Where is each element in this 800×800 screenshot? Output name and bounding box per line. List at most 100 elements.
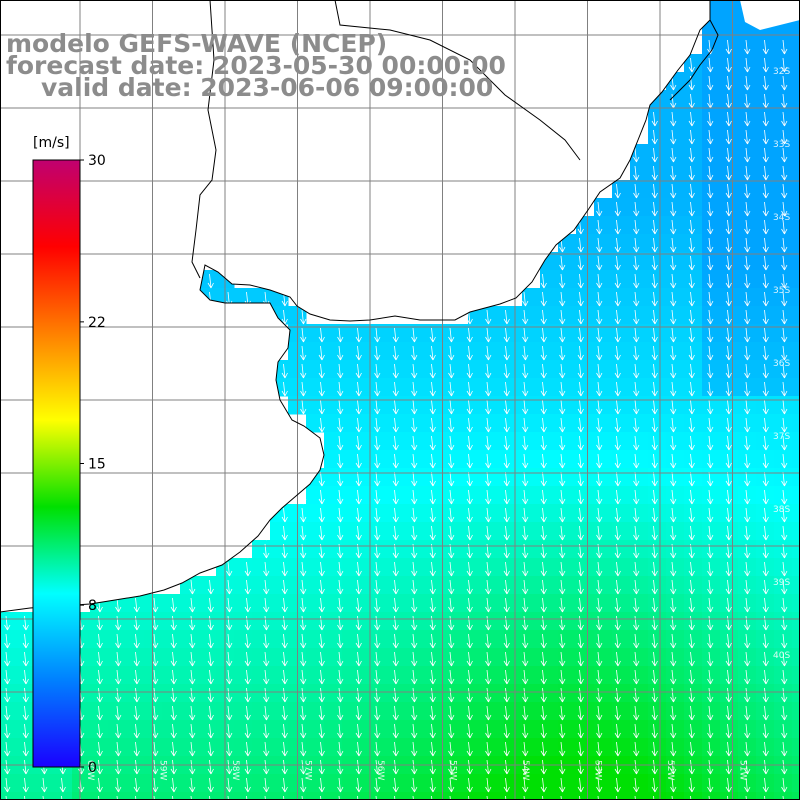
wind-arrow	[577, 723, 584, 739]
land-corner	[740, 0, 800, 30]
field-cell	[432, 594, 451, 613]
wind-arrow	[170, 651, 177, 667]
wind-arrow	[466, 561, 473, 577]
wind-arrow	[466, 777, 473, 793]
field-cell	[378, 702, 397, 721]
wind-arrow	[392, 615, 399, 631]
field-cell	[486, 792, 505, 800]
field-cell	[648, 648, 667, 667]
field-cell	[648, 198, 667, 217]
wind-arrow	[781, 363, 788, 379]
wind-arrow	[411, 669, 418, 685]
field-cell	[360, 324, 379, 343]
wind-arrow	[725, 345, 732, 361]
field-cell	[666, 144, 685, 163]
wind-arrow	[374, 345, 381, 361]
wind-arrow	[781, 633, 788, 649]
field-cell	[360, 684, 379, 703]
wind-arrow	[300, 327, 307, 343]
wind-arrow	[503, 669, 510, 685]
wind-arrow	[577, 669, 584, 685]
wind-arrow	[207, 687, 214, 703]
field-cell	[666, 558, 685, 577]
wind-arrow	[559, 417, 566, 433]
field-cell	[576, 270, 595, 289]
wind-arrow	[577, 453, 584, 469]
wind-arrow	[411, 489, 418, 505]
field-cell	[360, 792, 379, 800]
wind-arrow	[448, 327, 455, 343]
wind-arrow	[318, 525, 325, 541]
wind-arrow	[651, 399, 658, 415]
field-cell	[432, 648, 451, 667]
wind-arrow	[466, 687, 473, 703]
field-cell	[702, 738, 721, 757]
field-cell	[180, 612, 199, 631]
field-cell	[486, 576, 505, 595]
field-cell	[648, 144, 667, 163]
field-cell	[648, 252, 667, 271]
wind-arrow	[374, 759, 381, 775]
field-cell	[612, 396, 631, 415]
wind-arrow	[337, 579, 344, 595]
wind-arrow	[374, 435, 381, 451]
wind-arrow	[226, 777, 233, 793]
wind-arrow	[226, 561, 233, 577]
field-cell	[576, 540, 595, 559]
wind-arrow	[707, 759, 714, 775]
land	[0, 0, 710, 612]
wind-arrow	[22, 705, 29, 721]
wind-arrow	[522, 291, 529, 307]
field-cell	[684, 738, 703, 757]
wind-arrow	[596, 453, 603, 469]
wind-arrow	[744, 291, 751, 307]
field-cell	[450, 522, 469, 541]
field-cell	[126, 594, 145, 613]
field-cell	[630, 630, 649, 649]
field-cell	[144, 666, 163, 685]
field-cell	[702, 414, 721, 433]
field-cell	[360, 666, 379, 685]
field-cell	[666, 450, 685, 469]
field-cell	[684, 126, 703, 145]
field-cell	[648, 702, 667, 721]
field-cell	[450, 360, 469, 379]
wind-arrow	[651, 687, 658, 703]
wind-arrow	[651, 435, 658, 451]
field-cell	[792, 666, 800, 685]
wind-arrow	[781, 183, 788, 199]
field-cell	[522, 576, 541, 595]
wind-arrow	[189, 723, 196, 739]
wind-arrow	[96, 705, 103, 721]
wind-arrow	[614, 399, 621, 415]
wind-arrow	[263, 615, 270, 631]
wind-arrow	[429, 507, 436, 523]
field-cell	[180, 774, 199, 793]
wind-arrow	[486, 795, 488, 800]
wind-arrow	[522, 633, 529, 649]
field-cell	[378, 522, 397, 541]
field-cell	[522, 504, 541, 523]
wind-arrow	[670, 237, 677, 253]
wind-arrow	[614, 471, 621, 487]
field-cell	[486, 774, 505, 793]
wind-arrow	[4, 741, 11, 757]
wind-arrow	[226, 687, 233, 703]
field-cell	[414, 522, 433, 541]
field-cell	[396, 396, 415, 415]
wind-arrow	[781, 435, 788, 451]
field-cell	[630, 720, 649, 739]
wind-arrow	[651, 165, 658, 181]
wind-arrow	[651, 111, 658, 127]
wind-arrow	[355, 579, 362, 595]
field-cell	[378, 558, 397, 577]
wind-arrow	[281, 579, 288, 595]
wind-arrow	[116, 795, 118, 800]
field-cell	[666, 432, 685, 451]
wind-arrow	[135, 795, 137, 800]
field-cell	[558, 576, 577, 595]
field-cell	[684, 720, 703, 739]
field-cell	[378, 360, 397, 379]
field-cell	[468, 774, 487, 793]
wind-arrow	[707, 633, 714, 649]
